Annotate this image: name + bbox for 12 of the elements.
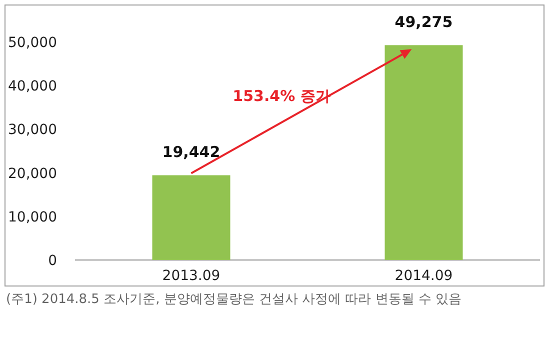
x-tick-label: 2013.09	[162, 268, 220, 284]
y-tick-label: 10,000	[8, 209, 57, 226]
data-label: 19,442	[162, 143, 220, 162]
x-tick-label: 2014.09	[394, 268, 453, 284]
text: (주1) 2014.8.5 조사기준, 분양예정물량은 건설사 사정에 따라 변동될 수 있음	[6, 292, 462, 307]
y-tick-label: 20,000	[8, 166, 57, 182]
annotation: 153.4% 증가	[232, 87, 330, 106]
y-tick-label: 50,000	[8, 35, 57, 51]
y-tick-label: 30,000	[8, 122, 57, 138]
y-tick-label: 40,000	[8, 78, 57, 95]
y-tick-label: 0	[48, 253, 57, 269]
data-label: 49,275	[394, 13, 453, 32]
